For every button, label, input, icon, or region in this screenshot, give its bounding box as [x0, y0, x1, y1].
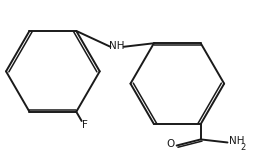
Text: NH: NH — [229, 136, 244, 146]
Text: O: O — [167, 139, 175, 149]
Text: NH: NH — [109, 41, 125, 51]
Text: 2: 2 — [240, 143, 246, 152]
Text: F: F — [82, 120, 88, 130]
